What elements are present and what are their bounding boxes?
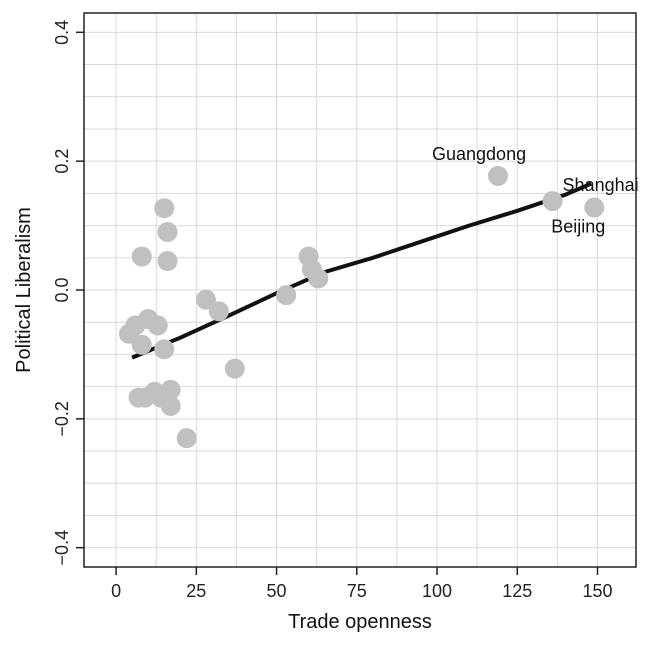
data-point <box>584 197 605 218</box>
data-point <box>131 334 152 355</box>
y-tick-label: −0.2 <box>52 401 72 437</box>
data-point <box>147 315 168 336</box>
y-tick-label: −0.4 <box>52 530 72 566</box>
x-tick-label: 100 <box>422 581 452 601</box>
grid <box>84 13 636 567</box>
x-tick-label: 0 <box>111 581 121 601</box>
data-point <box>154 198 175 219</box>
point-label: Guangdong <box>432 144 526 164</box>
x-tick-label: 150 <box>582 581 612 601</box>
data-point <box>208 301 229 322</box>
data-points <box>118 165 605 449</box>
data-point <box>131 246 152 267</box>
x-tick-label: 75 <box>347 581 367 601</box>
data-point <box>542 191 563 212</box>
data-point <box>160 395 181 416</box>
data-point <box>154 339 175 360</box>
point-label: Beijing <box>551 217 605 237</box>
x-tick-label: 125 <box>502 581 532 601</box>
x-tick-label: 25 <box>186 581 206 601</box>
data-point <box>176 428 197 449</box>
x-axis-title: Trade openness <box>288 611 432 633</box>
y-axis: −0.4 −0.2 0.0 0.2 0.4 <box>52 20 84 566</box>
trend-line-layer <box>131 181 592 360</box>
data-point <box>308 268 329 289</box>
y-axis-title: Political Liberalism <box>13 207 35 373</box>
data-point <box>157 222 178 243</box>
x-tick-label: 50 <box>267 581 287 601</box>
point-annotations: Guangdong Shanghai Beijing <box>432 144 639 237</box>
x-axis: 0 25 50 75 100 125 150 <box>111 567 613 601</box>
trend-line <box>131 181 592 360</box>
y-tick-label: 0.4 <box>52 20 72 45</box>
y-tick-label: 0.0 <box>52 277 72 302</box>
data-point <box>276 285 297 306</box>
data-point <box>224 358 245 379</box>
y-tick-label: 0.2 <box>52 149 72 174</box>
data-point <box>160 379 181 400</box>
data-point <box>195 289 216 310</box>
point-label: Shanghai <box>563 175 639 195</box>
data-point <box>157 251 178 272</box>
data-point <box>488 165 508 186</box>
